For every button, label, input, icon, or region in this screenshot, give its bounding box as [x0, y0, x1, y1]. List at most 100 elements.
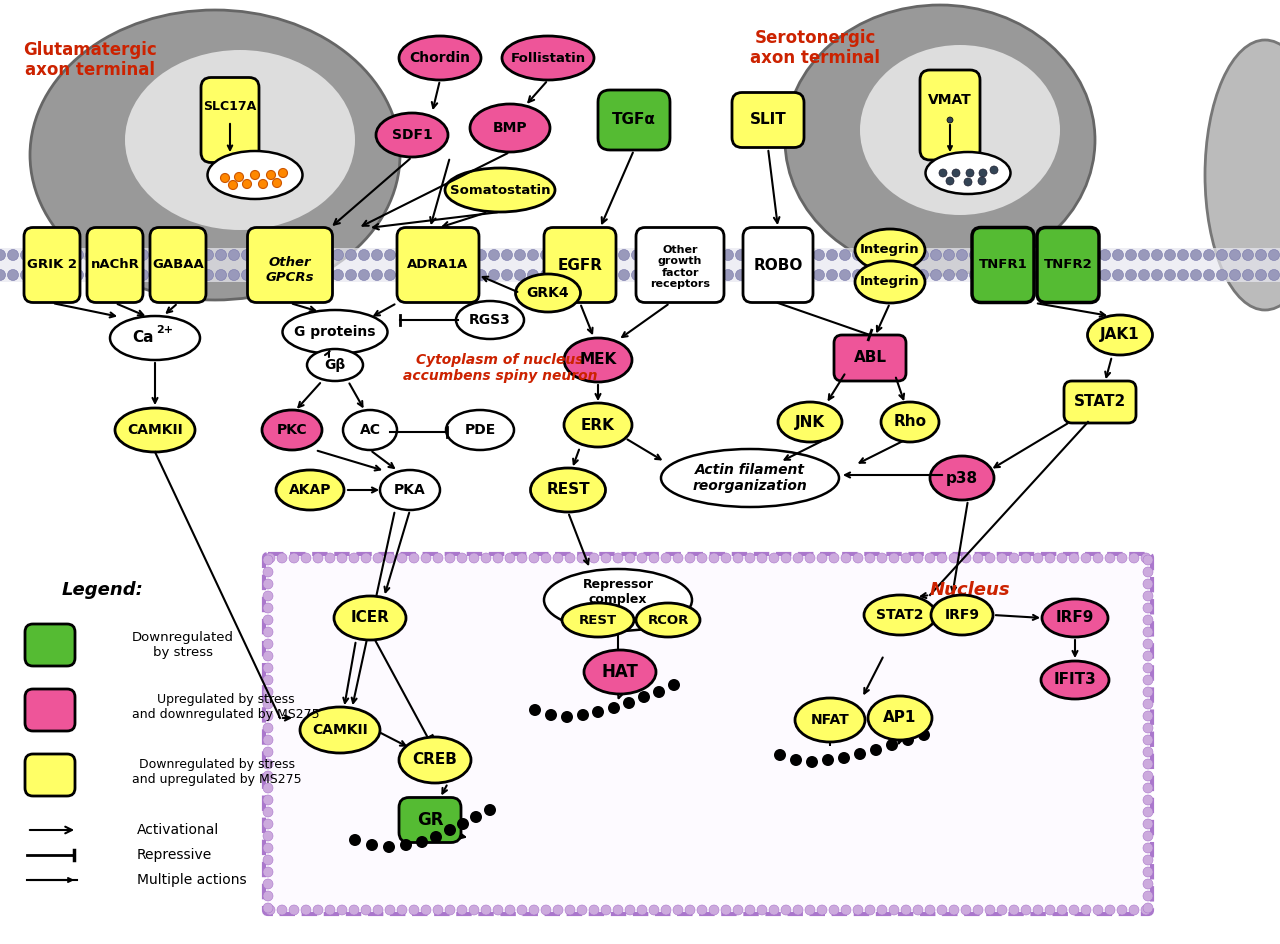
Ellipse shape [961, 553, 972, 563]
Ellipse shape [411, 269, 421, 280]
Ellipse shape [817, 553, 827, 563]
Ellipse shape [660, 553, 671, 563]
Ellipse shape [631, 269, 643, 280]
Ellipse shape [865, 249, 877, 261]
Ellipse shape [358, 269, 370, 280]
Ellipse shape [996, 269, 1006, 280]
Text: p38: p38 [946, 470, 978, 485]
Ellipse shape [983, 249, 993, 261]
Ellipse shape [515, 249, 526, 261]
Ellipse shape [918, 269, 928, 280]
Text: CAMKII: CAMKII [127, 423, 183, 437]
Ellipse shape [1143, 567, 1153, 577]
Ellipse shape [660, 449, 838, 507]
Ellipse shape [877, 905, 887, 915]
Ellipse shape [709, 269, 721, 280]
Ellipse shape [891, 249, 902, 261]
Ellipse shape [745, 905, 755, 915]
Ellipse shape [1143, 735, 1153, 745]
Text: Actin filament
reorganization: Actin filament reorganization [692, 463, 808, 493]
Ellipse shape [890, 905, 899, 915]
Ellipse shape [852, 553, 863, 563]
Ellipse shape [800, 249, 812, 261]
Ellipse shape [242, 269, 252, 280]
Ellipse shape [262, 771, 273, 781]
Ellipse shape [506, 905, 515, 915]
Ellipse shape [852, 905, 863, 915]
Text: RCOR: RCOR [648, 614, 689, 627]
Ellipse shape [325, 905, 335, 915]
Ellipse shape [877, 553, 887, 563]
Ellipse shape [645, 269, 655, 280]
Ellipse shape [262, 879, 273, 889]
Ellipse shape [591, 706, 604, 718]
Ellipse shape [262, 579, 273, 589]
Ellipse shape [262, 603, 273, 613]
Ellipse shape [164, 269, 174, 280]
Ellipse shape [756, 905, 767, 915]
Ellipse shape [722, 269, 733, 280]
Ellipse shape [806, 756, 818, 768]
Ellipse shape [1143, 675, 1153, 685]
Ellipse shape [1047, 249, 1059, 261]
Ellipse shape [268, 269, 279, 280]
Ellipse shape [997, 905, 1007, 915]
Text: AKAP: AKAP [289, 483, 332, 497]
Text: PKA: PKA [394, 483, 426, 497]
Ellipse shape [1143, 831, 1153, 841]
Ellipse shape [0, 269, 5, 280]
Ellipse shape [1152, 269, 1162, 280]
Ellipse shape [946, 177, 954, 185]
Ellipse shape [73, 269, 83, 280]
Ellipse shape [1143, 819, 1153, 829]
Ellipse shape [637, 905, 646, 915]
Ellipse shape [1044, 553, 1055, 563]
Ellipse shape [293, 249, 305, 261]
Ellipse shape [787, 249, 799, 261]
Ellipse shape [262, 663, 273, 673]
Ellipse shape [653, 686, 666, 698]
Ellipse shape [397, 553, 407, 563]
Ellipse shape [671, 249, 681, 261]
Ellipse shape [207, 151, 302, 199]
Ellipse shape [371, 269, 383, 280]
Ellipse shape [276, 470, 344, 510]
Ellipse shape [251, 171, 260, 179]
Text: Activational: Activational [137, 823, 219, 837]
Ellipse shape [289, 905, 300, 915]
Ellipse shape [696, 249, 708, 261]
Ellipse shape [1165, 249, 1175, 261]
Ellipse shape [649, 553, 659, 563]
Ellipse shape [262, 687, 273, 697]
Ellipse shape [1034, 269, 1046, 280]
Ellipse shape [838, 752, 850, 764]
Ellipse shape [983, 269, 993, 280]
Ellipse shape [829, 905, 838, 915]
Ellipse shape [721, 905, 731, 915]
Text: GR: GR [417, 811, 443, 829]
Ellipse shape [468, 553, 479, 563]
Ellipse shape [736, 269, 746, 280]
Ellipse shape [986, 553, 995, 563]
Ellipse shape [814, 269, 824, 280]
Ellipse shape [1203, 269, 1215, 280]
Ellipse shape [314, 553, 323, 563]
Ellipse shape [1203, 249, 1215, 261]
Text: TNFR2: TNFR2 [1043, 259, 1092, 272]
Ellipse shape [1143, 771, 1153, 781]
Ellipse shape [709, 553, 719, 563]
Ellipse shape [343, 410, 397, 450]
Ellipse shape [1105, 905, 1115, 915]
Ellipse shape [151, 249, 161, 261]
Ellipse shape [709, 905, 719, 915]
Ellipse shape [1100, 269, 1111, 280]
Ellipse shape [1216, 249, 1228, 261]
Ellipse shape [925, 905, 934, 915]
Ellipse shape [540, 269, 552, 280]
Ellipse shape [1138, 269, 1149, 280]
Ellipse shape [918, 249, 928, 261]
Ellipse shape [306, 269, 317, 280]
Ellipse shape [262, 615, 273, 625]
Ellipse shape [430, 831, 442, 843]
Ellipse shape [1125, 249, 1137, 261]
